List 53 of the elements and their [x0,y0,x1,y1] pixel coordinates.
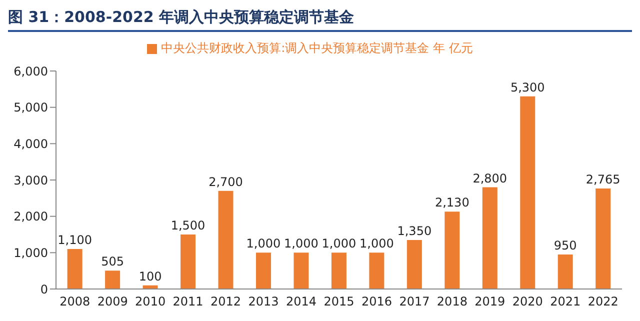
data-label: 1,500 [170,218,206,232]
bar [218,190,234,289]
x-tick-label: 2012 [210,294,242,309]
data-label: 2,800 [472,171,508,186]
y-tick-label: 6,000 [14,64,48,78]
y-tick-label: 1,000 [14,246,48,260]
x-tick-label: 2021 [550,294,581,309]
x-tick-label: 2008 [60,294,90,309]
y-tick-label: 2,000 [14,210,48,224]
x-tick-label: 2014 [286,294,317,309]
bar [406,240,422,289]
bar [256,252,271,289]
bar [520,96,536,289]
x-tick-label: 2009 [97,294,128,309]
data-label: 1,000 [360,236,394,251]
bar [105,270,120,289]
data-label: 1,000 [322,236,356,251]
data-label: 2,130 [434,196,470,210]
bar [369,252,384,289]
bar [444,212,460,289]
x-tick-label: 2010 [135,294,166,309]
x-tick-label: 2013 [248,294,279,309]
data-label: 1,000 [284,236,318,251]
x-tick-label: 2017 [399,294,430,309]
y-tick-label: 3,000 [14,173,48,188]
x-tick-label: 2015 [324,294,354,309]
y-tick-label: 5,000 [14,100,48,115]
bar [67,249,82,289]
x-tick-label: 2022 [588,294,618,309]
bar [180,234,196,289]
data-label: 100 [138,269,162,284]
data-label: 2,700 [208,174,243,189]
x-tick-label: 2019 [474,294,506,309]
x-tick-label: 2020 [512,294,543,309]
y-tick-label: 0 [40,282,48,296]
x-tick-label: 2011 [172,294,204,309]
data-label: 1,350 [397,224,432,238]
data-label: 2,765 [586,172,620,187]
chart-title: 图 31：2008-2022 年调入中央预算稳定调节基金 [8,8,632,32]
bar [482,187,498,289]
x-tick-label: 2016 [361,294,392,309]
data-label: 5,300 [510,80,545,94]
bar [558,254,573,289]
data-label: 505 [101,254,124,269]
data-label: 1,000 [246,236,281,251]
data-label: 950 [554,238,577,252]
data-label: 1,100 [58,233,92,248]
bar [596,188,611,289]
bar [331,252,346,289]
legend-label: 中央公共财政收入预算:调入中央预算稳定调节基金 年 亿元 [161,41,473,55]
x-tick-label: 2018 [436,294,468,309]
bar [294,252,309,289]
y-tick-label: 4,000 [14,136,48,151]
